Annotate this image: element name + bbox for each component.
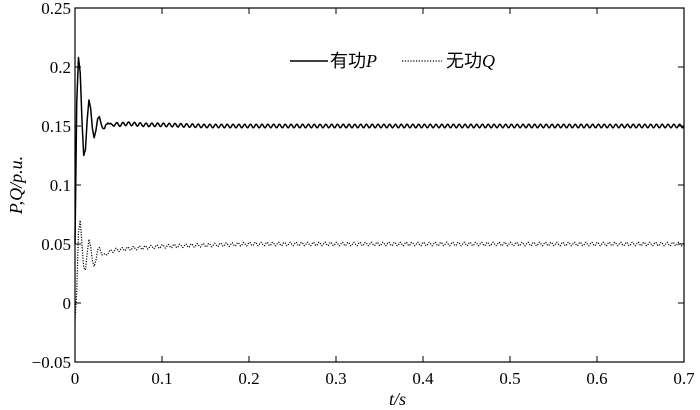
legend: 有功P 无功Q — [290, 51, 495, 72]
legend-label-p: 有功P — [330, 51, 377, 72]
plot-frame — [74, 7, 685, 363]
y-tick-label: 0.05 — [41, 235, 71, 254]
x-tick-label: 0.3 — [325, 369, 346, 388]
y-tick-label: 0.1 — [50, 176, 71, 195]
legend-label-p-symbol: P — [365, 51, 377, 71]
y-tick-label: 0.25 — [41, 0, 71, 18]
y-tick-label: 0 — [63, 294, 72, 313]
legend-label-q-symbol: Q — [482, 51, 495, 71]
x-tick-label: 0.6 — [586, 369, 607, 388]
y-axis-title: P,Q/p.u. — [6, 156, 26, 215]
y-tick-label: 0.15 — [41, 117, 71, 136]
x-tick-label: 0.7 — [673, 369, 695, 388]
y-tick-label: 0.2 — [50, 58, 71, 77]
series-line-q — [74, 219, 685, 321]
legend-label-p-text: 有功 — [330, 51, 366, 72]
x-tick-label: 0.1 — [151, 369, 172, 388]
legend-label-q-text: 无功 — [446, 51, 482, 72]
x-tick-label: 0.2 — [238, 369, 259, 388]
ticks-layer: 0 0.1 0.2 0.3 0.4 0.5 0.6 0.7−0.0500.050.10.150… — [32, 0, 695, 388]
x-axis-title: t/s — [389, 389, 406, 409]
x-tick-label: 0.5 — [499, 369, 520, 388]
x-tick-label: 0.4 — [412, 369, 434, 388]
series-layer — [74, 56, 685, 321]
legend-label-q: 无功Q — [446, 51, 495, 72]
series-line-p — [74, 56, 685, 245]
y-tick-label: −0.05 — [32, 353, 71, 372]
x-tick-label: 0 — [71, 369, 80, 388]
